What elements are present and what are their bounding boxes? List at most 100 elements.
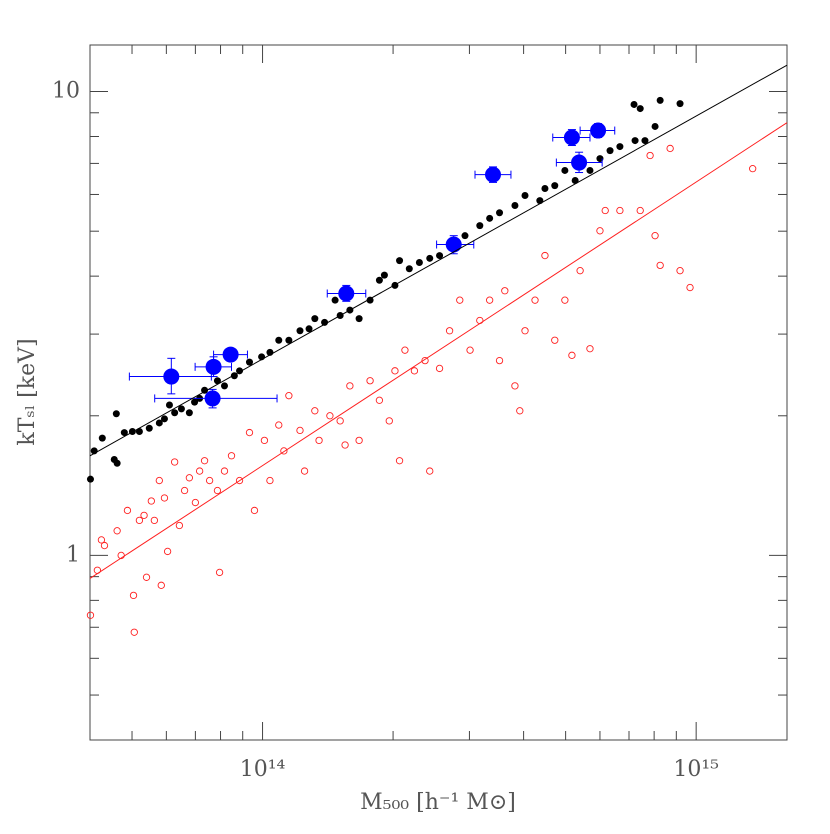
x-tick-label: 10¹⁵ [673, 757, 719, 782]
point [113, 459, 121, 467]
point [160, 494, 169, 502]
point [586, 166, 594, 174]
point [686, 283, 694, 292]
point [495, 356, 504, 365]
point [476, 316, 484, 325]
point [112, 410, 120, 418]
point [616, 206, 624, 215]
point [486, 214, 494, 222]
point [220, 467, 229, 475]
point [435, 364, 444, 373]
point [401, 346, 409, 354]
point [235, 476, 244, 485]
point [601, 206, 609, 215]
point [421, 356, 429, 365]
point [571, 154, 588, 171]
point [410, 367, 419, 375]
point [321, 318, 329, 326]
point [331, 296, 339, 304]
point [177, 405, 185, 413]
point [222, 346, 239, 363]
point [135, 427, 143, 435]
point [445, 327, 454, 335]
point [97, 536, 106, 544]
point [163, 547, 172, 556]
y-tick-label: 10 [52, 79, 80, 104]
point [275, 336, 283, 344]
point [396, 257, 404, 265]
point [86, 611, 95, 619]
point [436, 252, 444, 260]
point [586, 345, 594, 353]
point [245, 358, 253, 366]
point [541, 251, 549, 260]
point [245, 428, 254, 437]
point [205, 358, 222, 375]
y-axis-label: kTₛₗ [keV] [15, 338, 40, 445]
point [541, 185, 549, 193]
point [311, 407, 319, 415]
point [285, 336, 293, 344]
point [561, 296, 569, 304]
point [220, 382, 228, 390]
point [191, 498, 200, 507]
point [445, 236, 462, 253]
fit-line [89, 122, 788, 579]
point [285, 392, 293, 400]
point [476, 222, 484, 230]
x-tick-label: 10¹⁴ [240, 757, 286, 782]
point [129, 591, 138, 600]
point [120, 429, 128, 437]
point [571, 177, 579, 185]
point [676, 267, 684, 275]
point [175, 521, 184, 530]
point [636, 206, 644, 215]
point [185, 409, 193, 417]
point [338, 285, 355, 302]
point [160, 415, 168, 423]
point [561, 166, 569, 174]
point [165, 401, 173, 409]
point [157, 581, 165, 589]
point [551, 182, 559, 190]
point [380, 271, 388, 279]
point [461, 232, 469, 240]
point [375, 396, 384, 404]
point [155, 476, 163, 485]
point [551, 336, 559, 344]
point [346, 382, 354, 390]
point [260, 436, 269, 445]
y-tick-label: 1 [66, 542, 80, 567]
point [305, 325, 313, 333]
point [180, 486, 189, 495]
fit-line [89, 64, 788, 457]
point [191, 398, 199, 406]
point [405, 265, 413, 273]
point [326, 412, 334, 420]
point [676, 100, 684, 108]
point [355, 436, 363, 445]
point [366, 377, 374, 385]
point [296, 327, 304, 335]
point [113, 527, 121, 535]
point [466, 346, 474, 354]
point [651, 122, 659, 130]
point [391, 367, 399, 375]
point [568, 351, 576, 359]
point [205, 476, 214, 485]
point [426, 254, 434, 262]
plot-frame [89, 44, 788, 741]
point [531, 296, 539, 304]
point [300, 467, 309, 475]
point [86, 475, 94, 483]
point [485, 296, 494, 304]
point [395, 457, 404, 465]
point [749, 165, 757, 173]
point [135, 516, 144, 525]
point [456, 296, 464, 304]
point [563, 129, 580, 146]
point [511, 202, 519, 210]
point [355, 315, 363, 323]
point [200, 457, 209, 465]
